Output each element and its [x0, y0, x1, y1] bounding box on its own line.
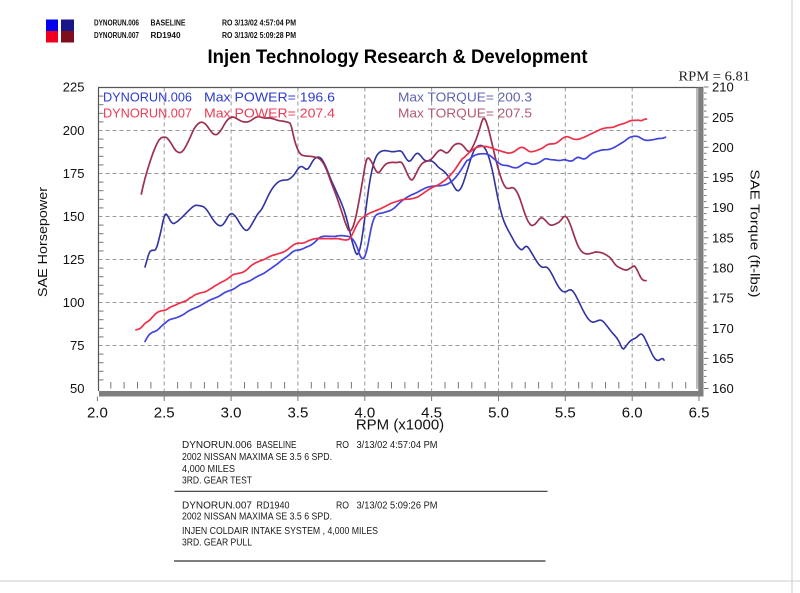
svg-text:190: 190: [712, 200, 734, 215]
svg-text:Max POWER= 196.6: Max POWER= 196.6: [204, 90, 335, 105]
svg-text:RO 3/13/02 4:57:04 PM: RO 3/13/02 4:57:04 PM: [222, 19, 296, 28]
svg-text:175: 175: [63, 166, 85, 181]
svg-text:RD1940: RD1940: [151, 31, 182, 40]
svg-text:200: 200: [712, 140, 734, 155]
svg-text:RO 3/13/02 5:09:28 PM: RO 3/13/02 5:09:28 PM: [222, 31, 296, 40]
svg-text:210: 210: [712, 80, 734, 95]
svg-text:3.5: 3.5: [287, 404, 308, 421]
svg-text:DYNORUN.007: DYNORUN.007: [182, 501, 252, 512]
svg-text:SAE Horsepower: SAE Horsepower: [35, 186, 50, 297]
svg-text:Max TORQUE= 200.3: Max TORQUE= 200.3: [398, 90, 532, 105]
svg-text:2002 NISSAN MAXIMA SE 3.5 6 SP: 2002 NISSAN MAXIMA SE 3.5 6 SPD.: [182, 452, 332, 463]
svg-text:3RD. GEAR TEST: 3RD. GEAR TEST: [182, 476, 252, 487]
svg-text:RPM = 6.81: RPM = 6.81: [679, 69, 751, 84]
svg-text:100: 100: [63, 295, 85, 310]
svg-text:Injen Technology Research & De: Injen Technology Research & Development: [208, 47, 589, 68]
svg-text:DYNORUN.006: DYNORUN.006: [182, 440, 252, 451]
svg-text:205: 205: [712, 110, 734, 125]
svg-text:5.5: 5.5: [555, 404, 576, 421]
svg-text:3.0: 3.0: [221, 404, 242, 421]
svg-text:2.0: 2.0: [87, 404, 108, 421]
svg-text:160: 160: [712, 381, 734, 396]
svg-text:DYNORUN.007: DYNORUN.007: [94, 31, 139, 40]
svg-text:RO: RO: [336, 440, 349, 451]
svg-text:Max TORQUE= 207.5: Max TORQUE= 207.5: [398, 106, 532, 121]
svg-text:50: 50: [70, 381, 84, 396]
svg-text:3/13/02 5:09:26 PM: 3/13/02 5:09:26 PM: [357, 501, 438, 512]
svg-text:195: 195: [712, 170, 734, 185]
svg-text:2.5: 2.5: [154, 404, 175, 421]
svg-text:175: 175: [712, 291, 734, 306]
svg-text:BASELINE: BASELINE: [257, 440, 297, 451]
svg-text:SAE Torque (ft-lbs): SAE Torque (ft-lbs): [748, 170, 763, 298]
svg-text:150: 150: [63, 209, 85, 224]
svg-text:Max POWER= 207.4: Max POWER= 207.4: [204, 106, 335, 121]
svg-text:BASELINE: BASELINE: [151, 19, 187, 28]
svg-text:3/13/02 4:57:04 PM: 3/13/02 4:57:04 PM: [357, 440, 438, 451]
svg-text:RO: RO: [336, 501, 349, 512]
svg-text:INJEN COLDAIR INTAKE SYSTEM ,: INJEN COLDAIR INTAKE SYSTEM , 4,000 MILE…: [182, 526, 378, 537]
svg-text:5.0: 5.0: [488, 404, 509, 421]
svg-text:4.0: 4.0: [354, 404, 375, 421]
svg-text:RD1940: RD1940: [257, 501, 290, 512]
svg-text:200: 200: [63, 123, 85, 138]
svg-text:DYNORUN.007: DYNORUN.007: [103, 106, 192, 121]
svg-text:165: 165: [712, 351, 734, 366]
svg-text:3RD. GEAR PULL: 3RD. GEAR PULL: [182, 538, 252, 549]
svg-text:RPM (x1000): RPM (x1000): [356, 417, 444, 434]
svg-text:6.0: 6.0: [622, 404, 643, 421]
svg-text:6.5: 6.5: [689, 404, 710, 421]
svg-text:180: 180: [712, 261, 734, 276]
svg-text:185: 185: [712, 230, 734, 245]
svg-text:2002 NISSAN MAXIMA SE 3.5 6 SP: 2002 NISSAN MAXIMA SE 3.5 6 SPD.: [182, 512, 332, 523]
svg-text:4.5: 4.5: [421, 404, 442, 421]
svg-text:DYNORUN.006: DYNORUN.006: [94, 19, 139, 28]
svg-text:125: 125: [63, 252, 85, 267]
svg-text:225: 225: [63, 80, 85, 95]
svg-text:DYNORUN.006: DYNORUN.006: [103, 90, 192, 105]
svg-text:75: 75: [70, 338, 84, 353]
svg-text:4,000 MILES: 4,000 MILES: [182, 464, 235, 475]
svg-text:170: 170: [712, 321, 734, 336]
